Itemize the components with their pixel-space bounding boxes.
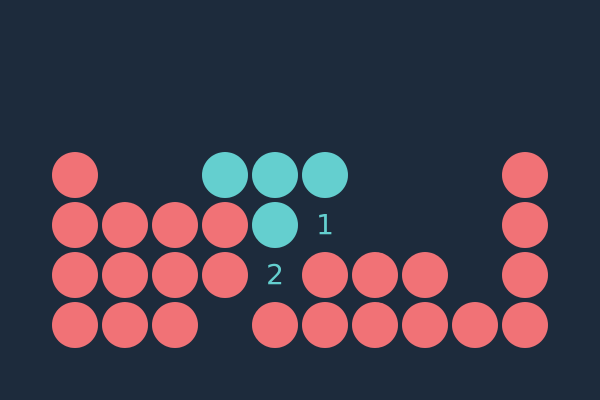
placed-cell [502, 252, 548, 298]
active-piece-cell [202, 152, 248, 198]
placed-cell [452, 302, 498, 348]
placed-cell [402, 302, 448, 348]
placed-cell [202, 202, 248, 248]
placed-cell [302, 302, 348, 348]
placed-cell [52, 302, 98, 348]
placed-cell [152, 302, 198, 348]
placed-cell [102, 302, 148, 348]
placed-cell [352, 252, 398, 298]
placed-cell [502, 152, 548, 198]
active-piece-cell [252, 152, 298, 198]
placed-cell [152, 252, 198, 298]
placed-cell [52, 252, 98, 298]
placed-cell [352, 302, 398, 348]
placed-cell [102, 252, 148, 298]
placed-cell [202, 252, 248, 298]
drop-marker-1[interactable]: 1 [316, 208, 334, 241]
placed-cell [302, 252, 348, 298]
placed-cell [52, 152, 98, 198]
placed-cell [502, 302, 548, 348]
drop-marker-2[interactable]: 2 [266, 258, 284, 291]
active-piece-cell [252, 202, 298, 248]
placed-cell [402, 252, 448, 298]
placed-cell [252, 302, 298, 348]
placed-cell [152, 202, 198, 248]
placed-cell [502, 202, 548, 248]
placed-cell [52, 202, 98, 248]
placed-cell [102, 202, 148, 248]
active-piece-cell [302, 152, 348, 198]
